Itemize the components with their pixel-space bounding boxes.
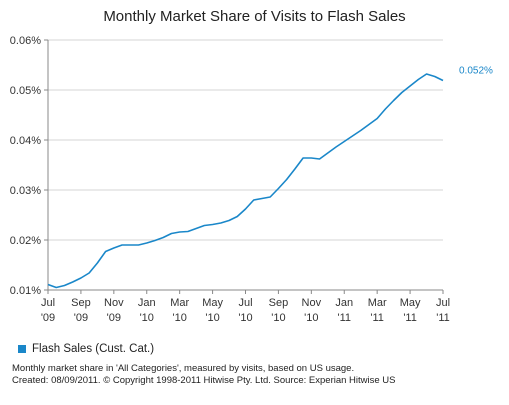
- footer-note: Monthly market share in 'All Categories'…: [12, 363, 355, 374]
- y-tick-label-4: 0.05%: [10, 85, 41, 97]
- x-tick-label-month-11: May: [400, 297, 421, 309]
- series-line-flash-sales: [47, 73, 444, 289]
- chart-footer: Monthly market share in 'All Categories'…: [12, 363, 492, 387]
- y-tick-label-2: 0.03%: [10, 185, 41, 197]
- x-axis-ticks: Jul '09 Sep '09 Nov '09 Jan '10 Mar '10 May '10 Jul '…: [41, 290, 450, 324]
- x-tick-label-month-5: May: [202, 297, 223, 309]
- x-tick-label-month-4: Mar: [170, 297, 189, 309]
- x-tick-label-month-12: Jul: [436, 297, 450, 309]
- y-tick-label-5: 0.06%: [10, 35, 41, 47]
- y-tick-label-1: 0.02%: [10, 235, 41, 247]
- x-tick-label-year-0: '09: [41, 312, 55, 324]
- y-tick-label-3: 0.04%: [10, 135, 41, 147]
- grid-lines: [48, 39, 443, 241]
- x-tick-label-month-3: Jan: [138, 297, 156, 309]
- y-tick-label-0: 0.01%: [10, 285, 41, 297]
- end-value-label: 0.052%: [459, 66, 493, 77]
- axes: [47, 40, 443, 291]
- x-tick-label-year-1: '09: [74, 312, 88, 324]
- x-tick-label-month-1: Sep: [71, 297, 91, 309]
- x-tick-label-year-6: '10: [238, 312, 252, 324]
- x-tick-label-month-6: Jul: [238, 297, 252, 309]
- x-tick-label-year-3: '10: [140, 312, 154, 324]
- legend-label-flash-sales: Flash Sales (Cust. Cat.): [32, 343, 155, 355]
- x-tick-label-month-0: Jul: [41, 297, 55, 309]
- end-label-layer: 0.052%: [459, 66, 493, 77]
- x-tick-label-month-2: Nov: [104, 297, 124, 309]
- chart-title: Monthly Market Share of Visits to Flash …: [103, 8, 406, 25]
- x-tick-label-year-8: '10: [304, 312, 318, 324]
- x-tick-label-month-9: Jan: [335, 297, 353, 309]
- x-tick-label-year-12: '11: [436, 312, 450, 324]
- y-axis-ticks: 0.01% 0.02% 0.03% 0.04% 0.05% 0.06%: [10, 35, 48, 297]
- x-tick-label-month-10: Mar: [368, 297, 387, 309]
- series-layer: [47, 73, 444, 289]
- x-tick-label-month-8: Nov: [302, 297, 322, 309]
- legend-swatch-flash-sales: [18, 345, 26, 353]
- x-tick-label-year-7: '10: [271, 312, 285, 324]
- x-tick-label-year-11: '11: [403, 312, 417, 324]
- x-tick-label-year-4: '10: [172, 312, 186, 324]
- x-tick-label-year-10: '11: [370, 312, 384, 324]
- x-tick-label-month-7: Sep: [269, 297, 289, 309]
- x-tick-label-year-5: '10: [205, 312, 219, 324]
- legend: Flash Sales (Cust. Cat.): [18, 343, 154, 355]
- x-tick-label-year-2: '09: [107, 312, 121, 324]
- x-tick-label-year-9: '11: [337, 312, 351, 324]
- footer-copyright: Created: 08/09/2011. © Copyright 1998-20…: [12, 375, 396, 386]
